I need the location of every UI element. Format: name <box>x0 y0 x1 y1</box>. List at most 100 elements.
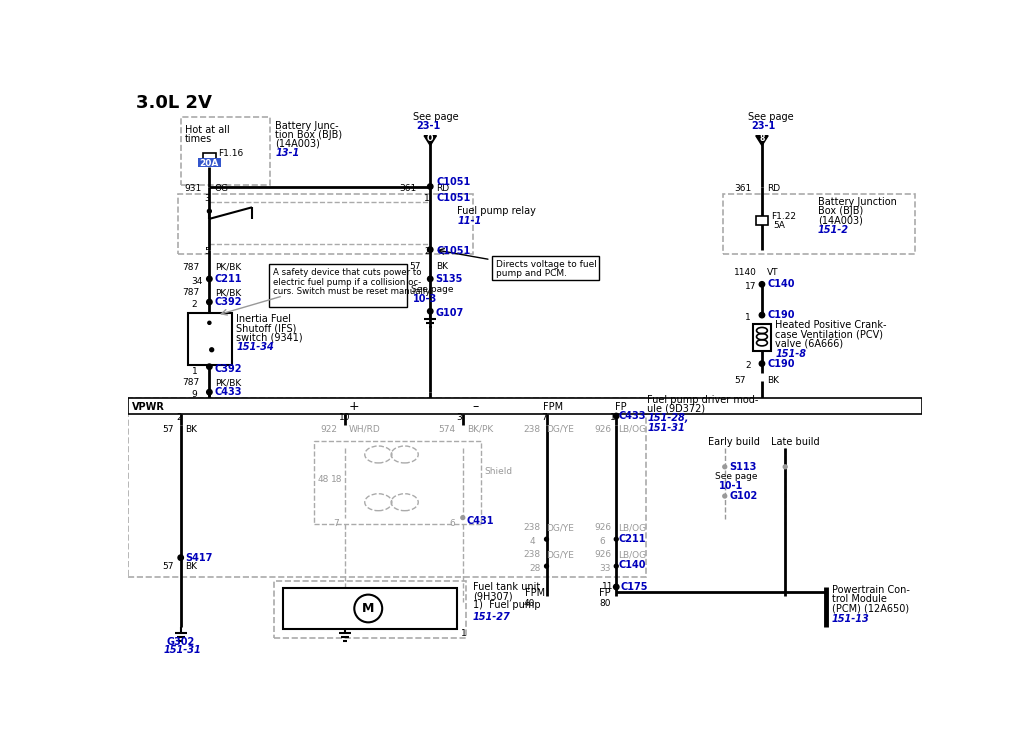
Text: BK/PK: BK/PK <box>467 424 494 434</box>
Text: 6: 6 <box>599 537 605 546</box>
Text: ule (9D372): ule (9D372) <box>647 403 706 413</box>
Text: See page: See page <box>411 285 454 294</box>
Circle shape <box>210 348 214 352</box>
Bar <box>273 581 466 638</box>
Bar <box>180 117 270 185</box>
Text: Battery Junction: Battery Junction <box>818 197 897 207</box>
Bar <box>283 589 458 628</box>
Text: 7: 7 <box>541 413 547 422</box>
Text: F1.22: F1.22 <box>771 212 797 221</box>
Text: switch (9341): switch (9341) <box>237 333 303 342</box>
Text: M: M <box>362 602 375 615</box>
Text: PK/BK: PK/BK <box>215 288 241 298</box>
Text: 151-34: 151-34 <box>237 342 274 353</box>
Text: FP: FP <box>615 402 627 412</box>
Circle shape <box>545 564 549 568</box>
Circle shape <box>208 321 211 324</box>
Bar <box>203 152 216 162</box>
Text: 8: 8 <box>759 134 765 143</box>
Bar <box>753 323 771 351</box>
Text: G102: G102 <box>729 491 758 501</box>
Text: 151-2: 151-2 <box>818 226 849 235</box>
Circle shape <box>545 537 549 541</box>
Text: Hot at all: Hot at all <box>184 125 229 136</box>
Text: LB/OG: LB/OG <box>618 523 647 532</box>
Bar <box>188 313 231 365</box>
Text: 922: 922 <box>321 424 337 434</box>
Text: 57: 57 <box>734 376 745 385</box>
Circle shape <box>428 276 433 281</box>
Text: C175: C175 <box>621 582 648 592</box>
Text: 33: 33 <box>599 564 610 573</box>
Text: 238: 238 <box>523 523 541 532</box>
Text: 361: 361 <box>734 184 752 194</box>
Text: Fuel pump driver mod-: Fuel pump driver mod- <box>647 395 759 405</box>
Text: pump and PCM.: pump and PCM. <box>496 269 567 278</box>
Text: 23-1: 23-1 <box>751 121 775 130</box>
Bar <box>756 216 768 225</box>
Text: 787: 787 <box>182 263 200 272</box>
Text: C140: C140 <box>618 559 646 570</box>
Text: 926: 926 <box>595 523 611 532</box>
Circle shape <box>614 564 618 568</box>
Text: 787: 787 <box>182 288 200 298</box>
Circle shape <box>207 364 212 369</box>
Text: C433: C433 <box>618 411 646 421</box>
Circle shape <box>723 494 727 498</box>
Circle shape <box>759 361 765 366</box>
Text: 3: 3 <box>456 413 462 422</box>
Text: O: O <box>427 134 433 143</box>
Text: 34: 34 <box>191 277 203 286</box>
Text: Inertia Fuel: Inertia Fuel <box>237 314 292 324</box>
Circle shape <box>207 299 212 305</box>
Text: See page: See page <box>748 112 794 122</box>
Text: 1: 1 <box>461 629 467 638</box>
Text: C1051: C1051 <box>436 193 471 203</box>
Text: tion Box (BJB): tion Box (BJB) <box>275 130 342 140</box>
Text: C1051: C1051 <box>436 246 471 257</box>
Text: 4: 4 <box>529 537 536 546</box>
Text: (14A003): (14A003) <box>275 139 321 148</box>
Circle shape <box>723 465 727 468</box>
Text: 238: 238 <box>523 424 541 434</box>
Text: 1: 1 <box>744 313 751 322</box>
Text: G107: G107 <box>435 308 464 318</box>
Text: DG/YE: DG/YE <box>547 550 574 559</box>
Text: See page: See page <box>414 112 459 122</box>
Text: FPM: FPM <box>543 402 563 412</box>
Text: Powertrain Con-: Powertrain Con- <box>831 585 909 595</box>
Text: (14A003): (14A003) <box>818 216 862 226</box>
Text: C211: C211 <box>618 534 646 544</box>
Circle shape <box>461 516 465 520</box>
Text: DG/YE: DG/YE <box>547 523 574 532</box>
Text: S113: S113 <box>729 462 757 472</box>
Text: BK: BK <box>767 376 779 385</box>
Text: LB/OG: LB/OG <box>618 550 647 559</box>
Text: G302: G302 <box>167 638 195 647</box>
Text: 5: 5 <box>204 247 210 256</box>
Text: case Ventilation (PCV): case Ventilation (PCV) <box>775 329 883 339</box>
Text: 2: 2 <box>424 247 430 256</box>
Text: 2: 2 <box>744 361 751 370</box>
Text: C140: C140 <box>767 279 795 290</box>
Text: 10: 10 <box>339 413 350 422</box>
Text: VT: VT <box>767 268 779 277</box>
Text: LB/OG: LB/OG <box>618 424 647 434</box>
Text: 151-31: 151-31 <box>647 422 685 432</box>
Text: 931: 931 <box>184 184 202 194</box>
Polygon shape <box>756 136 768 146</box>
Text: Late build: Late build <box>771 437 820 447</box>
Text: C190: C190 <box>767 310 795 320</box>
Circle shape <box>428 309 433 314</box>
Text: 80: 80 <box>599 599 610 608</box>
Text: valve (6A666): valve (6A666) <box>775 339 843 349</box>
Text: 6: 6 <box>450 519 456 528</box>
Text: 57: 57 <box>162 424 174 434</box>
Text: Box (BJB): Box (BJB) <box>818 206 863 216</box>
Text: curs. Switch must be reset manually.: curs. Switch must be reset manually. <box>273 287 432 295</box>
Text: +: + <box>349 400 359 413</box>
Text: 2: 2 <box>191 300 198 309</box>
Circle shape <box>614 537 618 541</box>
Bar <box>269 264 407 306</box>
Text: 9: 9 <box>191 390 198 399</box>
